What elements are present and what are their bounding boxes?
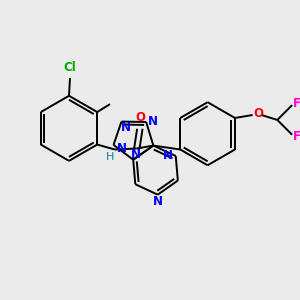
- Text: Cl: Cl: [64, 61, 76, 74]
- Text: F: F: [293, 97, 300, 110]
- Text: N: N: [163, 149, 173, 163]
- Text: O: O: [254, 106, 264, 119]
- Text: N: N: [148, 116, 158, 128]
- Text: N: N: [153, 195, 163, 208]
- Text: H: H: [106, 152, 114, 162]
- Text: F: F: [293, 130, 300, 143]
- Text: N: N: [131, 148, 141, 161]
- Text: O: O: [135, 111, 145, 124]
- Text: N: N: [121, 121, 130, 134]
- Text: N: N: [117, 142, 127, 155]
